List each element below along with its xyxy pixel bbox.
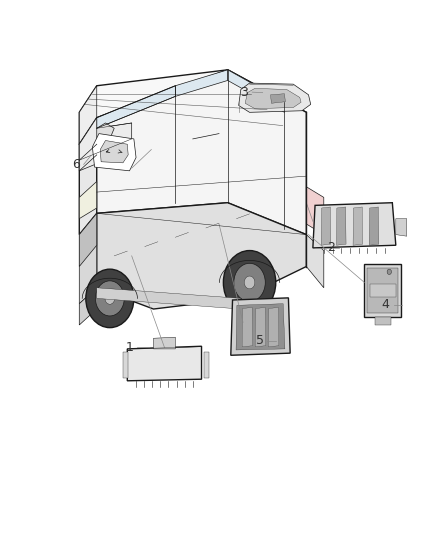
Circle shape <box>95 281 124 316</box>
Polygon shape <box>97 123 114 144</box>
Polygon shape <box>204 352 209 378</box>
Polygon shape <box>268 308 279 347</box>
Circle shape <box>105 293 115 304</box>
Polygon shape <box>97 86 175 128</box>
Polygon shape <box>97 203 306 309</box>
Polygon shape <box>123 352 128 378</box>
Circle shape <box>86 269 134 328</box>
Polygon shape <box>306 187 324 235</box>
Circle shape <box>223 251 276 314</box>
Polygon shape <box>79 118 97 235</box>
Polygon shape <box>321 207 331 245</box>
Polygon shape <box>375 317 391 325</box>
Polygon shape <box>97 70 306 235</box>
Polygon shape <box>367 268 399 313</box>
Polygon shape <box>239 83 311 112</box>
Text: 3: 3 <box>240 86 248 99</box>
Polygon shape <box>255 308 266 347</box>
Polygon shape <box>79 181 97 219</box>
Polygon shape <box>79 213 97 266</box>
Polygon shape <box>92 134 136 171</box>
Polygon shape <box>79 213 97 304</box>
Text: 1: 1 <box>126 341 134 354</box>
Text: 6: 6 <box>72 158 80 171</box>
Polygon shape <box>231 298 290 356</box>
Polygon shape <box>271 94 286 103</box>
Circle shape <box>244 276 255 289</box>
Polygon shape <box>306 235 324 288</box>
Polygon shape <box>79 118 132 171</box>
Text: 4: 4 <box>382 298 390 311</box>
Polygon shape <box>245 88 301 109</box>
Polygon shape <box>236 304 285 350</box>
Circle shape <box>387 269 392 274</box>
Polygon shape <box>97 288 241 309</box>
Circle shape <box>234 263 265 302</box>
Polygon shape <box>79 70 306 171</box>
Polygon shape <box>369 207 379 245</box>
Polygon shape <box>79 86 97 144</box>
Polygon shape <box>127 346 201 381</box>
Polygon shape <box>353 207 363 245</box>
Polygon shape <box>153 337 175 349</box>
Text: 2: 2 <box>327 241 335 254</box>
Polygon shape <box>79 288 97 325</box>
Polygon shape <box>370 284 396 297</box>
Polygon shape <box>228 70 285 112</box>
Polygon shape <box>313 203 396 248</box>
Text: 5: 5 <box>256 334 264 348</box>
Polygon shape <box>336 207 346 245</box>
Polygon shape <box>396 219 407 236</box>
Polygon shape <box>364 264 401 317</box>
Polygon shape <box>242 308 253 347</box>
Polygon shape <box>100 141 128 163</box>
Polygon shape <box>175 70 228 96</box>
